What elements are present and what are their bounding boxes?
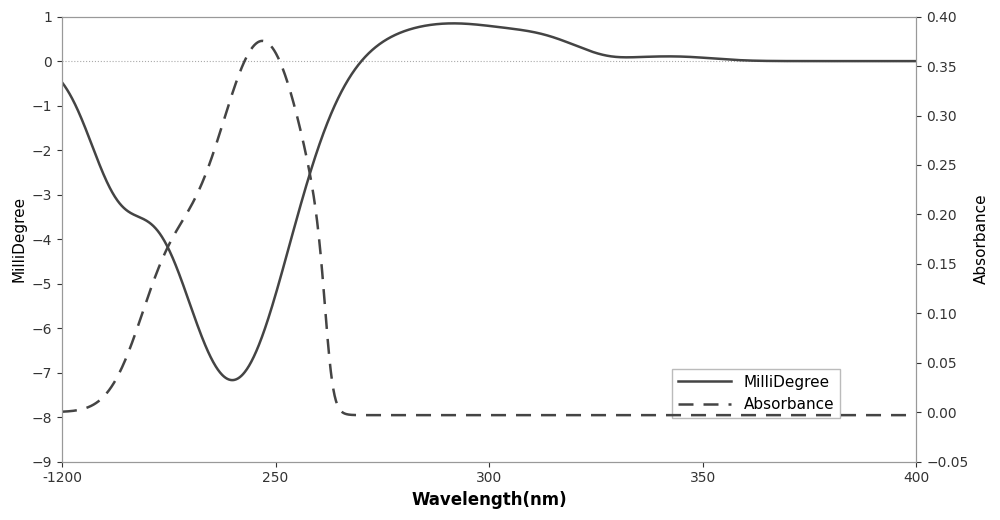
Y-axis label: MilliDegree: MilliDegree xyxy=(11,196,26,282)
Absorbance xyxy=(730,412,742,418)
Absorbance xyxy=(481,412,493,418)
Line: MilliDegree: MilliDegree xyxy=(62,23,916,380)
Absorbance xyxy=(256,38,268,44)
MilliDegree xyxy=(886,58,898,64)
Absorbance xyxy=(449,412,461,418)
MilliDegree xyxy=(886,58,898,64)
MilliDegree xyxy=(910,58,922,64)
Absorbance xyxy=(56,409,68,415)
X-axis label: Wavelength(nm): Wavelength(nm) xyxy=(411,491,567,509)
MilliDegree xyxy=(226,377,238,383)
MilliDegree xyxy=(450,20,462,27)
Absorbance xyxy=(886,412,898,418)
MilliDegree xyxy=(99,176,111,182)
Absorbance xyxy=(910,412,922,418)
MilliDegree xyxy=(447,20,459,27)
Absorbance xyxy=(472,412,484,418)
Absorbance xyxy=(99,392,111,398)
Y-axis label: Absorbance: Absorbance xyxy=(974,194,989,284)
MilliDegree xyxy=(56,79,68,85)
MilliDegree xyxy=(472,22,484,28)
Line: Absorbance: Absorbance xyxy=(62,41,916,415)
MilliDegree xyxy=(730,57,742,63)
Absorbance xyxy=(886,412,898,418)
Legend: MilliDegree, Absorbance: MilliDegree, Absorbance xyxy=(672,369,840,419)
